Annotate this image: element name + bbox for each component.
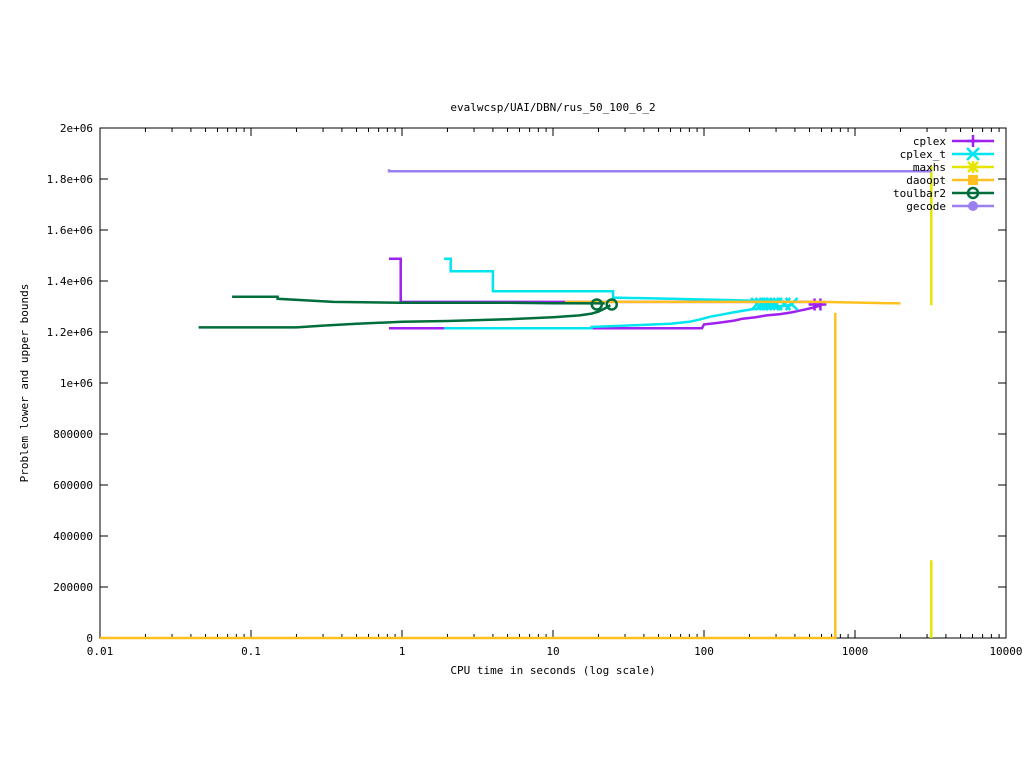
legend-marker <box>968 175 978 185</box>
series-line <box>444 257 792 304</box>
plot-frame <box>99 127 1007 639</box>
data-point <box>590 298 604 311</box>
legend-label: cplex <box>913 135 946 148</box>
data-point <box>605 298 619 311</box>
series-line <box>232 295 605 305</box>
series-line <box>389 257 816 304</box>
y-tick-label: 800000 <box>53 428 93 441</box>
y-tick-label: 1.6e+06 <box>47 224 93 237</box>
x-axis-label: CPU time in seconds (log scale) <box>450 664 655 677</box>
legend-marker <box>967 161 979 173</box>
x-axis: 0.01 0.1 1 10 100 1000 10000 <box>87 128 1023 658</box>
x-tick-label: 0.01 <box>87 645 114 658</box>
data-point <box>814 298 827 311</box>
series-cplex <box>389 257 827 330</box>
legend-label: toulbar2 <box>893 187 946 200</box>
series-toulbar2 <box>198 295 619 329</box>
y-tick-label: 1e+06 <box>60 377 93 390</box>
legend-label: daoopt <box>906 174 946 187</box>
y-tick-label: 2e+06 <box>60 122 93 135</box>
legend-label: cplex_t <box>900 148 946 161</box>
y-tick-label: 1.2e+06 <box>47 326 93 339</box>
x-tick-label: 10000 <box>989 645 1022 658</box>
y-tick-label: 1.4e+06 <box>47 275 93 288</box>
x-tick-label: 100 <box>694 645 714 658</box>
series-line <box>198 304 612 329</box>
y-tick-label: 400000 <box>53 530 93 543</box>
series-line <box>444 303 792 330</box>
x-tick-label: 0.1 <box>241 645 261 658</box>
legend-label: gecode <box>906 200 946 213</box>
series-gecode <box>387 169 932 173</box>
series-layer <box>100 166 933 640</box>
x-tick-label: 1 <box>399 645 406 658</box>
y-axis-label: Problem lower and upper bounds <box>18 284 31 483</box>
y-tick-label: 1.8e+06 <box>47 173 93 186</box>
y-tick-label: 600000 <box>53 479 93 492</box>
legend-label: maxhs <box>913 161 946 174</box>
data-point <box>784 297 799 311</box>
legend-marker <box>966 147 980 161</box>
series-line <box>387 169 932 173</box>
x-tick-label: 10 <box>546 645 559 658</box>
y-tick-label: 0 <box>86 632 93 645</box>
legend-marker <box>968 201 978 211</box>
y-axis: 0 200000 400000 600000 800000 1e+06 1.2e+06 1.4… <box>47 122 1006 645</box>
data-point <box>765 297 780 311</box>
series-line <box>100 312 837 640</box>
y-tick-label: 200000 <box>53 581 93 594</box>
chart-title: evalwcsp/UAI/DBN/rus_50_100_6_2 <box>450 101 655 114</box>
x-tick-label: 1000 <box>842 645 869 658</box>
legend-marker <box>967 135 979 147</box>
series-line <box>565 300 901 305</box>
legend-marker <box>966 186 980 200</box>
series-daoopt <box>100 300 901 640</box>
series-cplex-t <box>444 257 799 330</box>
